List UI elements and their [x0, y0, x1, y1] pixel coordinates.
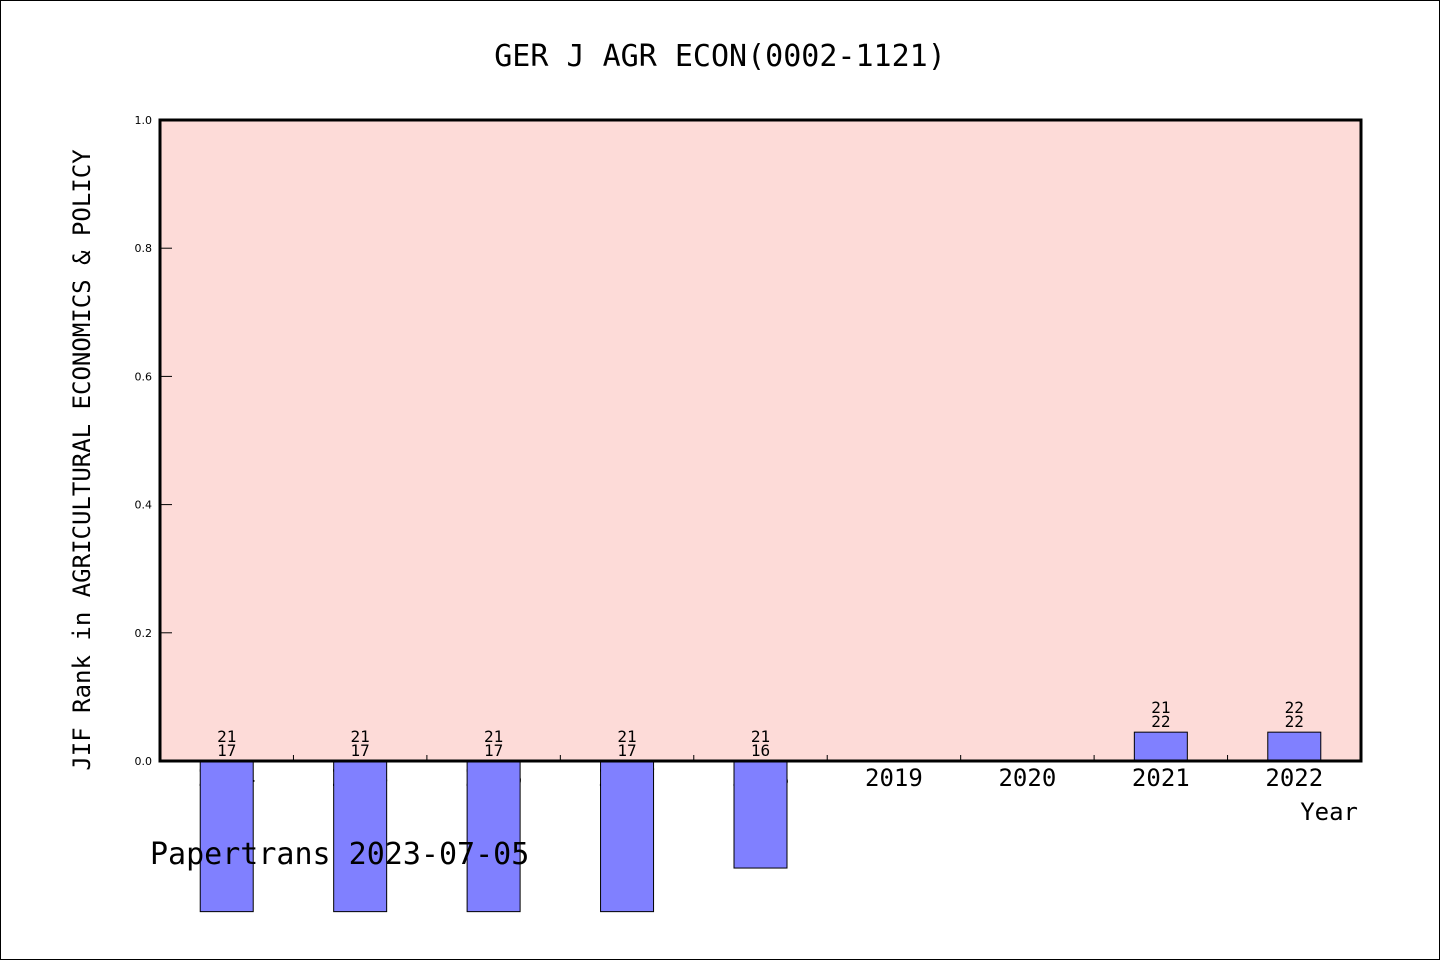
y-tick-label: 0.2 [135, 627, 153, 640]
y-tick-label: 1.0 [135, 114, 153, 127]
bar-2022 [1267, 731, 1322, 762]
bar-label-bottom: 22 [1151, 712, 1170, 731]
x-tick-label: 2019 [865, 764, 923, 792]
x-tick-label: 2021 [1132, 764, 1190, 792]
plot-area [160, 120, 1361, 761]
bar-label-top: 21 [351, 727, 370, 746]
y-tick-label: 0.6 [135, 370, 153, 383]
watermark-text: Papertrans 2023-07-05 [150, 837, 529, 872]
x-axis-label: Year [1300, 798, 1358, 826]
bar-label-top: 21 [751, 727, 770, 746]
bar-label-bottom: 17 [617, 741, 636, 760]
bar-label-top: 21 [1151, 698, 1170, 717]
y-tick-label: 0.0 [135, 755, 153, 768]
x-tick-label: 2022 [1265, 764, 1323, 792]
bar-2014 [199, 760, 254, 913]
x-tick-label: 2020 [998, 764, 1056, 792]
plot-border [158, 118, 1363, 763]
bar-2016 [466, 760, 521, 913]
bar-2015 [333, 760, 388, 913]
bar-label-top: 21 [484, 727, 503, 746]
y-axis-label: JIF Rank in AGRICULTURAL ECONOMICS & POL… [68, 149, 96, 771]
y-tick-label: 0.4 [135, 499, 153, 512]
bar-label-top: 21 [217, 727, 236, 746]
bar-label-top: 21 [617, 727, 636, 746]
bar-label-bottom: 17 [484, 741, 503, 760]
bar-label-bottom: 16 [751, 741, 770, 760]
bar-label-top: 22 [1285, 698, 1304, 717]
chart-title: GER J AGR ECON(0002-1121) [494, 39, 946, 74]
bar-2018 [733, 760, 788, 869]
bar-2021 [1133, 731, 1188, 762]
bar-label-bottom: 17 [217, 741, 236, 760]
bar-label-bottom: 17 [351, 741, 370, 760]
bar-2017 [600, 760, 655, 913]
bar-series [199, 731, 1322, 913]
y-tick-label: 0.8 [135, 242, 153, 255]
bar-label-bottom: 22 [1285, 712, 1304, 731]
